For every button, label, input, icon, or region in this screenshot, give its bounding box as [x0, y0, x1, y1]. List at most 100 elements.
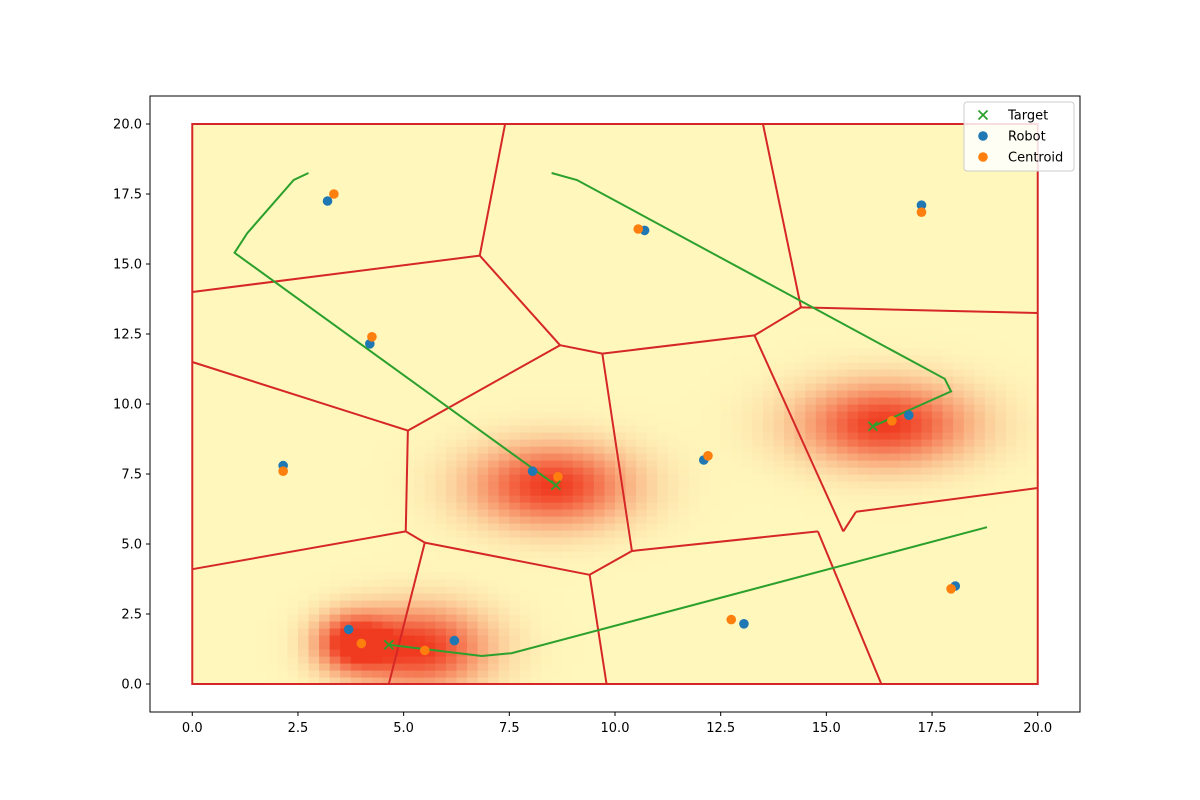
- density-cell: [266, 411, 278, 419]
- density-cell: [435, 390, 447, 398]
- density-cell: [245, 481, 257, 489]
- density-cell: [340, 362, 352, 370]
- density-cell: [488, 166, 500, 174]
- density-cell: [403, 663, 415, 671]
- density-cell: [784, 446, 796, 454]
- density-cell: [435, 642, 447, 650]
- density-cell: [424, 523, 436, 531]
- density-cell: [403, 383, 415, 391]
- density-cell: [308, 215, 320, 223]
- density-cell: [657, 481, 669, 489]
- density-cell: [762, 663, 775, 671]
- density-cell: [435, 621, 447, 629]
- density-cell: [435, 152, 447, 160]
- density-cell: [414, 593, 426, 601]
- density-cell: [572, 215, 584, 223]
- density-cell: [287, 649, 299, 657]
- density-cell: [202, 544, 215, 552]
- density-cell: [657, 572, 669, 580]
- density-cell: [699, 607, 711, 615]
- density-cell: [519, 572, 532, 580]
- density-cell: [192, 278, 204, 286]
- density-cell: [467, 320, 479, 328]
- density-cell: [393, 523, 405, 531]
- density-cell: [319, 138, 331, 146]
- density-cell: [731, 530, 743, 538]
- density-cell: [234, 537, 246, 545]
- density-cell: [234, 642, 246, 650]
- density-cell: [688, 397, 701, 405]
- density-cell: [604, 586, 616, 594]
- density-cell: [234, 299, 246, 307]
- density-cell: [287, 495, 299, 503]
- density-cell: [794, 390, 806, 398]
- density-cell: [667, 215, 680, 223]
- density-cell: [435, 460, 447, 468]
- density-cell: [826, 488, 838, 496]
- density-cell: [340, 593, 352, 601]
- density-cell: [815, 166, 827, 174]
- density-cell: [784, 383, 796, 391]
- density-cell: [234, 418, 246, 426]
- density-cell: [287, 488, 299, 496]
- density-cell: [762, 586, 775, 594]
- density-cell: [710, 334, 722, 342]
- density-cell: [530, 593, 542, 601]
- density-cell: [287, 362, 299, 370]
- density-cell: [213, 187, 225, 195]
- density-cell: [213, 292, 225, 300]
- density-cell: [562, 523, 574, 531]
- density-cell: [572, 677, 584, 685]
- density-cell: [340, 530, 352, 538]
- density-cell: [836, 383, 849, 391]
- density-cell: [456, 285, 468, 293]
- density-cell: [604, 642, 616, 650]
- density-cell: [393, 138, 405, 146]
- density-cell: [435, 439, 447, 447]
- density-cell: [456, 320, 468, 328]
- density-cell: [762, 537, 775, 545]
- density-cell: [488, 124, 500, 132]
- density-cell: [329, 292, 341, 300]
- density-cell: [266, 656, 278, 664]
- density-cell: [350, 145, 362, 153]
- density-cell: [572, 355, 584, 363]
- density-cell: [414, 481, 426, 489]
- density-cell: [646, 488, 658, 496]
- density-cell: [688, 173, 701, 181]
- density-cell: [562, 446, 574, 454]
- density-cell: [340, 432, 352, 440]
- density-cell: [414, 432, 426, 440]
- density-cell: [297, 306, 310, 314]
- density-cell: [530, 558, 542, 566]
- density-cell: [403, 334, 415, 342]
- density-cell: [477, 495, 489, 503]
- density-cell: [234, 320, 246, 328]
- density-cell: [276, 250, 288, 258]
- density-cell: [604, 628, 616, 636]
- density-cell: [731, 572, 743, 580]
- density-cell: [276, 278, 288, 286]
- density-cell: [741, 481, 753, 489]
- density-cell: [562, 572, 574, 580]
- density-cell: [329, 509, 341, 517]
- density-cell: [699, 194, 711, 202]
- density-cell: [720, 656, 732, 664]
- density-cell: [604, 635, 616, 643]
- density-cell: [805, 376, 817, 384]
- density-cell: [382, 187, 394, 195]
- density-cell: [382, 215, 394, 223]
- density-cell: [593, 607, 606, 615]
- density-cell: [752, 670, 764, 678]
- density-cell: [488, 229, 500, 237]
- density-cell: [276, 607, 288, 615]
- density-cell: [562, 152, 574, 160]
- density-cell: [202, 173, 215, 181]
- density-cell: [223, 418, 236, 426]
- density-cell: [361, 530, 373, 538]
- density-cell: [752, 194, 764, 202]
- density-cell: [657, 425, 669, 433]
- density-cell: [319, 530, 331, 538]
- density-cell: [572, 250, 584, 258]
- density-cell: [456, 348, 468, 356]
